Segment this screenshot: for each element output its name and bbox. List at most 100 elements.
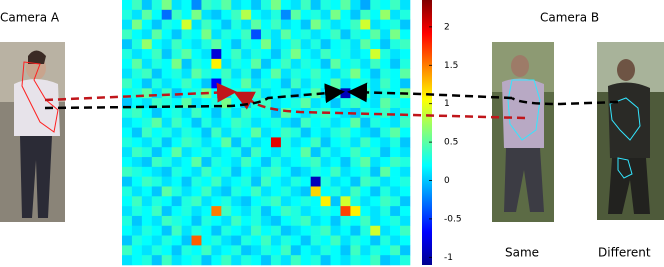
heat-cell — [380, 29, 391, 40]
heat-cell — [211, 255, 222, 266]
heat-cell — [350, 255, 361, 266]
heat-cell — [201, 68, 212, 79]
heat-cell — [320, 49, 331, 60]
heat-cell — [211, 58, 222, 70]
heat-cell — [370, 19, 381, 30]
heat-cell — [300, 58, 311, 70]
label-camera-a: Camera A — [0, 11, 60, 25]
heat-cell — [122, 157, 133, 168]
heat-cell — [300, 255, 311, 266]
heat-cell — [270, 98, 282, 109]
heat-cell — [310, 9, 321, 20]
heat-cell — [340, 39, 351, 50]
heat-cell — [330, 186, 341, 197]
heat-cell — [261, 225, 272, 236]
heat-cell — [161, 127, 172, 138]
heat-cell — [400, 245, 411, 256]
heat-cell — [280, 215, 292, 227]
heat-cell — [261, 215, 272, 227]
heat-cell — [330, 98, 341, 109]
heat-cell — [280, 39, 292, 50]
heat-cell — [122, 166, 133, 177]
heat-cell — [251, 107, 262, 119]
heat-cell — [191, 245, 202, 256]
heat-cell — [251, 225, 262, 236]
heat-cell — [251, 117, 262, 128]
heat-cell — [221, 235, 232, 246]
heat-cell — [360, 196, 371, 207]
heat-cell — [141, 147, 153, 158]
heat-cell — [131, 29, 143, 40]
heat-cell — [310, 235, 321, 246]
heat-cell — [181, 166, 192, 177]
heat-cell — [171, 206, 182, 217]
heat-cell — [290, 127, 302, 138]
heat-cell — [310, 157, 321, 168]
heat-cell — [360, 39, 371, 50]
heat-cell — [151, 166, 163, 177]
heat-cell — [191, 127, 202, 138]
heat-cell — [261, 206, 272, 217]
heat-cell — [290, 147, 302, 158]
heat-cell — [181, 225, 192, 236]
heat-cell — [141, 137, 153, 148]
heat-cell — [122, 235, 133, 246]
heat-cell — [400, 176, 411, 187]
heat-cell — [191, 225, 202, 236]
heat-cell — [340, 235, 351, 246]
heat-cell — [251, 176, 262, 187]
heat-cell — [310, 245, 321, 256]
heat-cell — [231, 88, 242, 99]
heat-cell — [211, 225, 222, 236]
heat-cell — [261, 107, 272, 119]
heat-cell — [251, 9, 262, 20]
heat-cell — [390, 166, 401, 177]
heat-cell — [231, 206, 242, 217]
heat-cell — [141, 0, 153, 11]
heat-cell — [300, 206, 311, 217]
heat-cell — [171, 176, 182, 187]
heat-cell — [360, 0, 371, 11]
heat-cell — [261, 68, 272, 79]
heat-cell — [221, 107, 232, 119]
heat-cell — [330, 0, 341, 11]
heat-cell — [400, 235, 411, 246]
heat-cell — [320, 215, 331, 227]
heat-cell — [320, 255, 331, 266]
heat-cell — [280, 88, 292, 99]
heat-cell — [380, 0, 391, 11]
heat-cell — [241, 88, 252, 99]
heat-cell — [300, 117, 311, 128]
heat-cell — [310, 137, 321, 148]
heat-cell — [350, 245, 361, 256]
heat-cell — [350, 49, 361, 60]
heat-cell — [221, 137, 232, 148]
heat-cell — [151, 176, 163, 187]
heat-cell — [370, 49, 381, 60]
heat-cell — [251, 235, 262, 246]
heat-cell — [161, 225, 172, 236]
heat-cell — [221, 166, 232, 177]
heat-cell — [290, 215, 302, 227]
heat-cell — [131, 245, 143, 256]
heat-cell — [390, 127, 401, 138]
heat-cell — [390, 19, 401, 30]
heat-cell — [231, 68, 242, 79]
heat-cell — [350, 29, 361, 40]
heat-cell — [300, 186, 311, 197]
heat-cell — [270, 29, 282, 40]
heat-cell — [191, 0, 202, 11]
heat-cell — [191, 19, 202, 30]
label-same: Same — [505, 246, 539, 260]
heat-cell — [310, 186, 321, 197]
heat-cell — [370, 58, 381, 70]
heat-cell — [221, 9, 232, 20]
heat-cell — [370, 9, 381, 20]
heat-cell — [122, 196, 133, 207]
heat-cell — [201, 215, 212, 227]
heat-cell — [231, 235, 242, 246]
heat-cell — [261, 117, 272, 128]
heat-cell — [201, 9, 212, 20]
heat-cell — [221, 0, 232, 11]
heat-cell — [390, 255, 401, 266]
